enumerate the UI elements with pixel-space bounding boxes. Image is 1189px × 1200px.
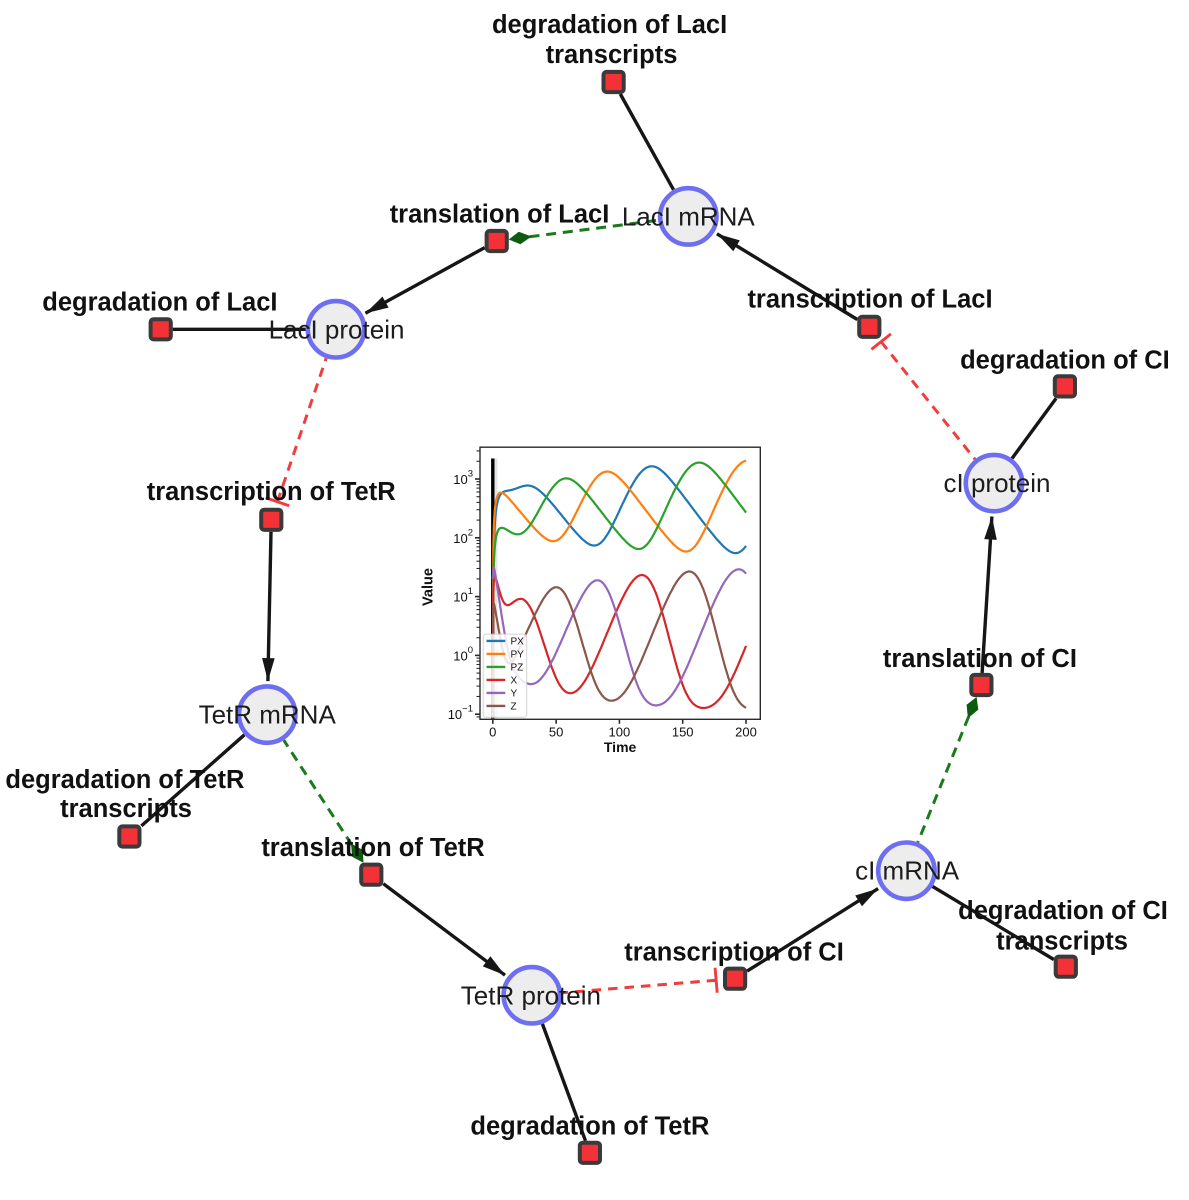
svg-text:degradation of CI: degradation of CI [960, 347, 1170, 375]
svg-text:0: 0 [489, 725, 496, 740]
svg-text:Time: Time [604, 739, 637, 755]
svg-text:100: 100 [609, 725, 631, 740]
svg-text:transcription of LacI: transcription of LacI [747, 286, 992, 314]
svg-text:TetR protein: TetR protein [461, 980, 601, 1010]
svg-text:Y: Y [511, 689, 518, 700]
svg-text:Z: Z [511, 702, 517, 713]
svg-text:Value: Value [420, 568, 436, 606]
svg-text:PY: PY [511, 650, 525, 661]
svg-text:translation of LacI: translation of LacI [390, 201, 610, 229]
svg-text:PZ: PZ [511, 663, 524, 674]
svg-text:cI protein: cI protein [944, 468, 1051, 498]
svg-text:degradation of TetR: degradation of TetR [5, 766, 244, 794]
svg-text:150: 150 [672, 725, 694, 740]
svg-text:50: 50 [549, 725, 563, 740]
svg-text:degradation of CI: degradation of CI [958, 897, 1168, 925]
svg-text:TetR mRNA: TetR mRNA [199, 700, 337, 730]
svg-text:200: 200 [735, 725, 757, 740]
svg-text:transcripts: transcripts [60, 795, 192, 823]
svg-text:transcription of CI: transcription of CI [624, 939, 844, 967]
svg-text:transcription of TetR: transcription of TetR [147, 478, 396, 506]
svg-text:degradation of LacI: degradation of LacI [492, 11, 727, 39]
svg-text:degradation of LacI: degradation of LacI [42, 289, 277, 317]
svg-text:X: X [511, 676, 518, 687]
svg-text:PX: PX [511, 637, 525, 648]
svg-text:transcripts: transcripts [546, 41, 678, 69]
svg-text:translation of TetR: translation of TetR [261, 834, 484, 862]
svg-text:translation of CI: translation of CI [883, 645, 1077, 673]
svg-text:cI mRNA: cI mRNA [855, 856, 960, 886]
svg-text:transcripts: transcripts [996, 927, 1128, 955]
svg-text:degradation of TetR: degradation of TetR [470, 1113, 709, 1141]
svg-text:LacI mRNA: LacI mRNA [622, 201, 756, 231]
svg-text:LacI protein: LacI protein [269, 314, 405, 344]
